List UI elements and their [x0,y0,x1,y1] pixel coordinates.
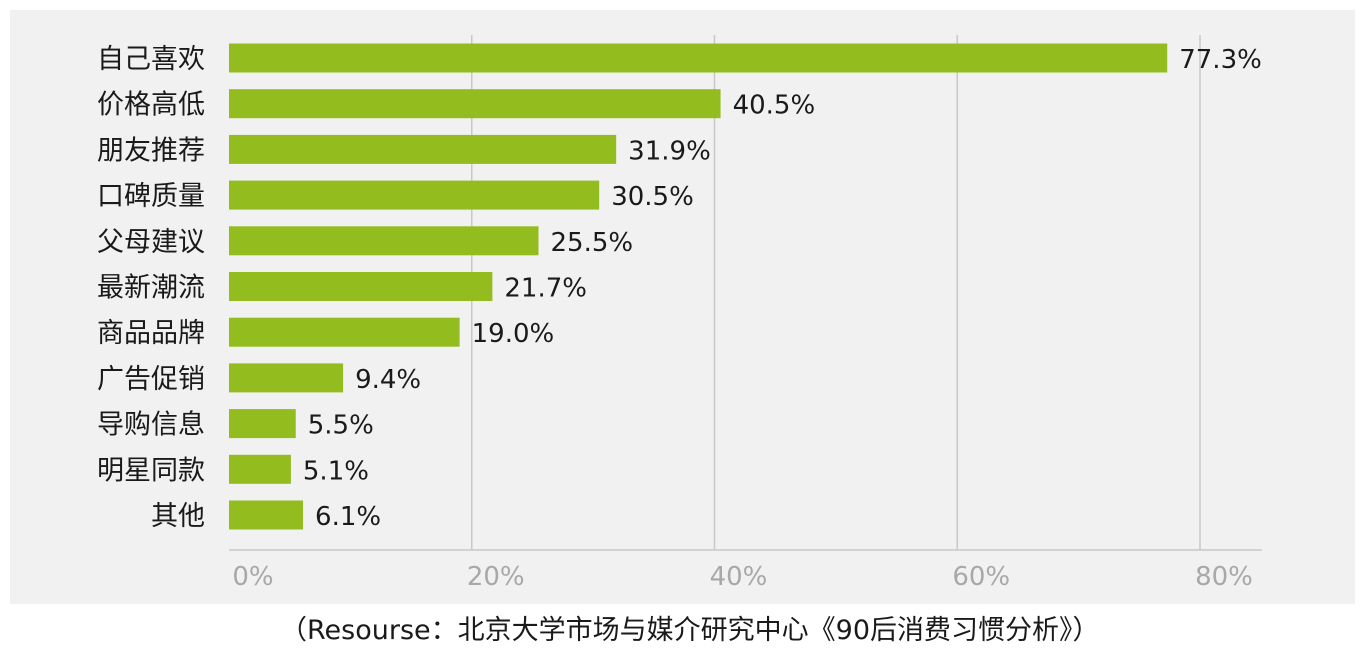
value-label: 5.1% [303,456,369,486]
category-label: 价格高低 [97,90,205,121]
bar [229,272,493,301]
category-label: 最新潮流 [97,273,205,304]
x-tick-label: 0% [232,562,273,592]
x-tick-label: 80% [1195,562,1253,592]
source-note: （Resourse：北京大学市场与媒介研究中心《90后消费习惯分析》） [280,615,1100,646]
value-label: 31.9% [628,136,711,166]
bar [229,363,344,393]
value-label: 40.5% [733,91,816,121]
value-label: 30.5% [611,182,694,212]
value-label: 21.7% [504,274,587,304]
bar [229,500,304,530]
bar [229,226,539,256]
category-label: 父母建议 [97,227,205,258]
bar [229,43,1168,73]
bar [229,134,617,164]
category-label: 商品品牌 [97,318,205,349]
x-tick-label: 40% [710,562,768,592]
category-label: 导购信息 [97,410,205,441]
category-label: 自己喜欢 [97,44,205,75]
value-label: 9.4% [355,365,421,395]
value-label: 5.5% [308,411,374,441]
value-label: 77.3% [1179,45,1262,75]
x-tick-label: 20% [467,562,525,592]
category-label: 口碑质量 [97,181,205,212]
category-label: 明星同款 [97,455,205,486]
bar [229,317,460,347]
bar [229,409,296,439]
category-label: 广告促销 [97,364,205,395]
value-label: 19.0% [472,319,555,349]
category-label: 朋友推荐 [97,135,205,166]
bar [229,180,600,210]
bar [229,454,291,484]
value-label: 6.1% [315,502,381,532]
x-tick-label: 60% [952,562,1010,592]
category-label: 其他 [151,501,205,532]
value-label: 25.5% [551,228,634,258]
bar [229,89,721,119]
